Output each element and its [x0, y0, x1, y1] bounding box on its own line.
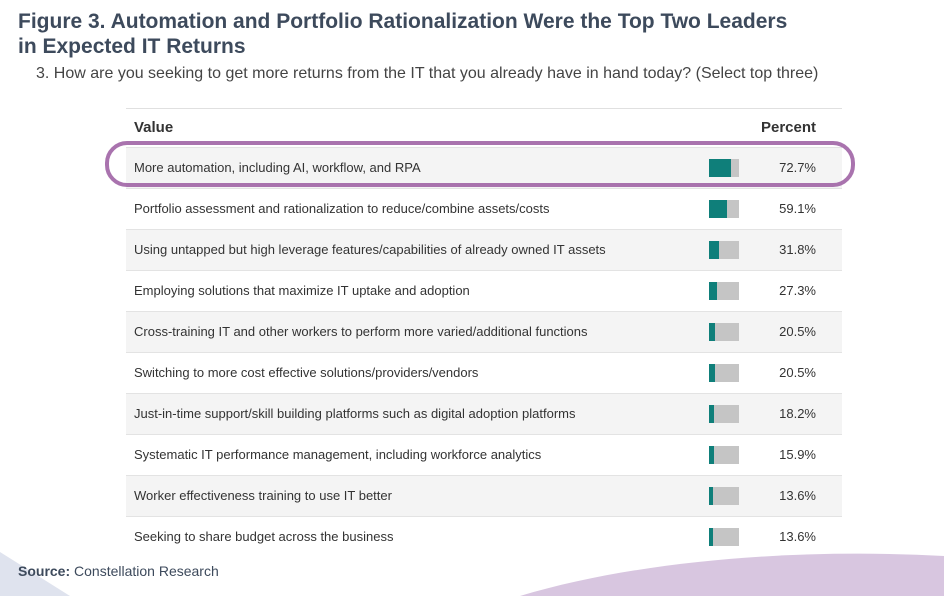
- row-label: Seeking to share budget across the busin…: [134, 529, 394, 544]
- table-row: Worker effectiveness training to use IT …: [126, 475, 842, 516]
- data-label: 27.3%: [779, 283, 816, 298]
- bar: [709, 364, 716, 382]
- column-header-percent: Percent: [760, 119, 816, 136]
- figure-title-line1: Figure 3. Automation and Portfolio Ratio…: [18, 10, 788, 33]
- table-header: Value Percent: [126, 109, 842, 147]
- table-row: Switching to more cost effective solutio…: [126, 352, 842, 393]
- source-label: Source:: [18, 563, 71, 579]
- bar: [709, 487, 714, 505]
- bar: [709, 282, 718, 300]
- table-row: More automation, including AI, workflow,…: [126, 147, 842, 188]
- data-label: 18.2%: [779, 406, 816, 421]
- table-row: Seeking to share budget across the busin…: [126, 516, 842, 557]
- bar: [709, 446, 714, 464]
- bar-track: [709, 405, 739, 423]
- bar: [709, 323, 716, 341]
- bar-track: [709, 487, 739, 505]
- bar: [709, 528, 714, 546]
- row-label: Portfolio assessment and rationalization…: [134, 201, 550, 216]
- table-row: Using untapped but high leverage feature…: [126, 229, 842, 270]
- bar-track: [709, 364, 739, 382]
- table-row: Cross-training IT and other workers to p…: [126, 311, 842, 352]
- bar-track: [709, 200, 739, 218]
- row-label: Systematic IT performance management, in…: [134, 447, 542, 462]
- data-label: 15.9%: [779, 447, 816, 462]
- figure-title: Figure 3. Automation and Portfolio Ratio…: [18, 9, 918, 59]
- data-label: 13.6%: [779, 488, 816, 503]
- data-label: 20.5%: [779, 365, 816, 380]
- data-label: 13.6%: [779, 529, 816, 544]
- bar-track: [709, 528, 739, 546]
- bar: [709, 405, 715, 423]
- row-label: Cross-training IT and other workers to p…: [134, 324, 588, 339]
- data-label: 59.1%: [779, 201, 816, 216]
- survey-question: 3. How are you seeking to get more retur…: [36, 65, 819, 82]
- bar-track: [709, 446, 739, 464]
- row-label: Worker effectiveness training to use IT …: [134, 488, 392, 503]
- source-note: Source: Constellation Research: [18, 563, 219, 579]
- data-label: 72.7%: [779, 160, 816, 175]
- table-row: Employing solutions that maximize IT upt…: [126, 270, 842, 311]
- table-row: Just-in-time support/skill building plat…: [126, 393, 842, 434]
- source-text: Constellation Research: [74, 563, 219, 579]
- row-label: Employing solutions that maximize IT upt…: [134, 283, 470, 298]
- row-label: Using untapped but high leverage feature…: [134, 242, 606, 257]
- bar: [709, 159, 731, 177]
- bar-track: [709, 159, 739, 177]
- bar: [709, 241, 719, 259]
- table-row: Systematic IT performance management, in…: [126, 434, 842, 475]
- row-label: Switching to more cost effective solutio…: [134, 365, 479, 380]
- bar-track: [709, 241, 739, 259]
- data-label: 31.8%: [779, 242, 816, 257]
- table-row: Portfolio assessment and rationalization…: [126, 188, 842, 229]
- row-label: More automation, including AI, workflow,…: [134, 160, 421, 175]
- table-body: More automation, including AI, workflow,…: [126, 147, 842, 557]
- bar-track: [709, 282, 739, 300]
- row-label: Just-in-time support/skill building plat…: [134, 406, 576, 421]
- data-label: 20.5%: [779, 324, 816, 339]
- figure-title-line2: in Expected IT Returns: [18, 35, 246, 58]
- bar-track: [709, 323, 739, 341]
- bar: [709, 200, 727, 218]
- column-header-value: Value: [134, 119, 174, 136]
- results-table: Value Percent More automation, including…: [126, 108, 842, 557]
